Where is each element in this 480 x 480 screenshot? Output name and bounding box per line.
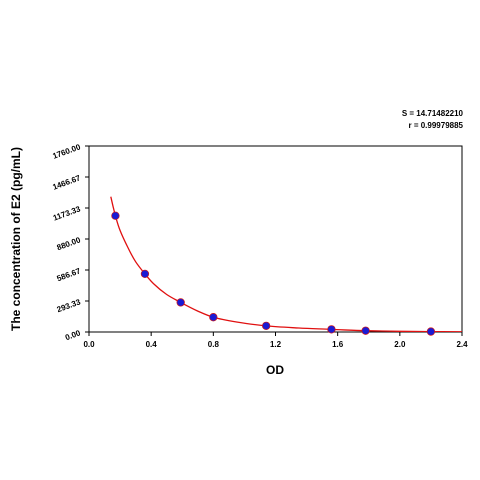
y-tick-label: 586.67	[56, 266, 83, 283]
data-point	[361, 326, 370, 335]
x-tick-label: 1.2	[270, 340, 282, 349]
fit-curve	[110, 196, 462, 332]
y-axis-title: The concentration of E2 (pg/mL)	[9, 147, 23, 331]
data-point	[111, 211, 120, 220]
data-point	[426, 327, 436, 336]
plot-frame	[88, 145, 463, 333]
plot-area	[110, 196, 462, 336]
x-axis: 0.0 0.4 0.8 1.2 1.6 2.0 2.4	[83, 332, 468, 349]
y-tick-label: 1760.00	[51, 142, 82, 161]
x-tick-label: 0.4	[146, 340, 158, 349]
x-axis-title: OD	[266, 363, 284, 377]
stat-r: r = 0.99979885	[409, 121, 464, 130]
x-tick-label: 0.0	[83, 340, 95, 349]
y-tick-label: 293.33	[56, 297, 83, 314]
data-point	[140, 269, 150, 279]
x-tick-label: 0.8	[208, 340, 220, 349]
y-axis: 0.00 293.33 586.67 880.00 1173.33 1466.67 1760…	[51, 142, 89, 342]
x-tick-label: 1.6	[332, 340, 344, 349]
data-point	[209, 313, 218, 322]
data-point	[262, 321, 271, 331]
y-tick-label: 0.00	[64, 328, 82, 342]
y-tick-label: 1173.33	[52, 204, 82, 222]
data-point	[327, 325, 336, 334]
y-tick-label: 1466.67	[51, 173, 82, 192]
x-tick-label: 2.4	[456, 340, 468, 349]
x-tick-label: 2.0	[394, 340, 406, 349]
y-tick-label: 880.00	[56, 235, 83, 252]
data-point	[176, 298, 185, 307]
stat-s: S = 14.71482210	[402, 109, 464, 118]
